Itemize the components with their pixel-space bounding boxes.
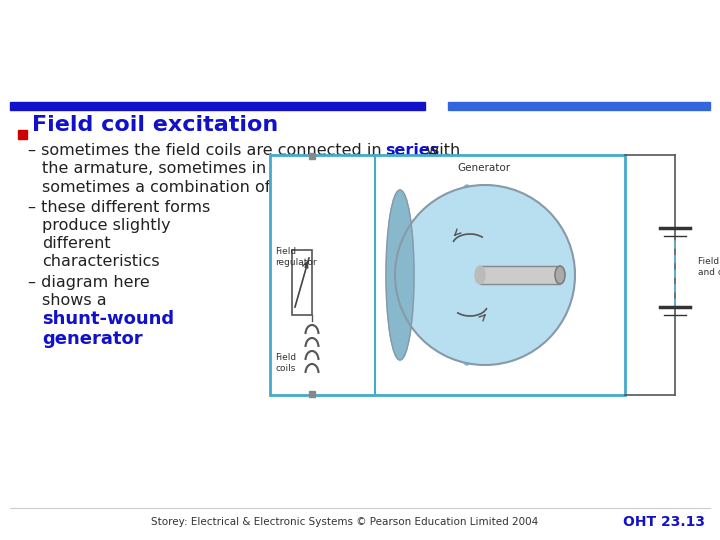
Text: the armature, sometimes in parallel (: the armature, sometimes in parallel ( (42, 161, 343, 176)
Bar (10, 102, 425, 110)
Ellipse shape (555, 266, 565, 284)
Text: shows a: shows a (42, 293, 107, 308)
Bar (309, 153, 315, 159)
Text: Storey: Electrical & Electronic Systems © Pearson Education Limited 2004: Storey: Electrical & Electronic Systems … (151, 517, 539, 527)
Text: different: different (42, 236, 111, 251)
Bar (270, 155, 625, 395)
Text: Field
coils: Field coils (275, 353, 296, 373)
Text: Field
regulator: Field regulator (275, 247, 317, 267)
Text: OHT 23.13: OHT 23.13 (623, 515, 705, 529)
Bar (480, 266, 560, 284)
Text: ) and: ) and (344, 161, 386, 176)
Text: Field supply
and output voltage: Field supply and output voltage (698, 256, 720, 278)
Text: series: series (385, 143, 439, 158)
Ellipse shape (452, 185, 482, 365)
Ellipse shape (475, 266, 485, 284)
Text: shunt: shunt (310, 161, 361, 176)
Text: produce slightly: produce slightly (42, 218, 171, 233)
Bar (448, 102, 710, 110)
Text: Generator: Generator (457, 163, 510, 173)
Bar (18, 130, 27, 139)
Text: generator: generator (42, 330, 143, 348)
Bar (480, 266, 560, 284)
Circle shape (395, 185, 575, 365)
Text: Field coil excitation: Field coil excitation (32, 115, 278, 135)
Text: – diagram here: – diagram here (28, 275, 150, 290)
Text: compound: compound (301, 179, 395, 194)
Text: shunt-wound: shunt-wound (42, 310, 174, 328)
Text: – sometimes the field coils are connected in: – sometimes the field coils are connecte… (28, 143, 387, 158)
Text: with: with (421, 143, 460, 158)
Bar (309, 391, 315, 397)
Text: – these different forms: – these different forms (28, 200, 210, 215)
Ellipse shape (386, 190, 414, 360)
Text: characteristics: characteristics (42, 254, 160, 269)
Bar (292, 250, 312, 315)
Text: ): ) (363, 179, 369, 194)
Text: sometimes a combination of the two (: sometimes a combination of the two ( (42, 179, 348, 194)
